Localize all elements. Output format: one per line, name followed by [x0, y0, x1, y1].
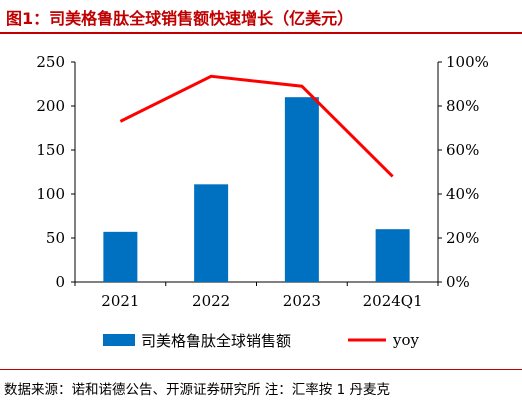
y-right-tick-label: 40%	[446, 185, 479, 203]
bar-sales-2023	[284, 97, 319, 282]
legend-swatch-sales	[103, 334, 135, 346]
x-tick-label: 2023	[283, 292, 321, 310]
source-note: 数据来源：诺和诺德公告、开源证券研究所 注：汇率按 1 丹麦克	[4, 382, 390, 398]
bar-sales-2022	[194, 184, 229, 282]
x-tick-label: 2021	[101, 292, 139, 310]
x-tick-label: 2022	[192, 292, 230, 310]
chart-title: 图1：司美格鲁肽全球销售额快速增长（亿美元）	[6, 9, 354, 28]
y-right-tick-label: 80%	[446, 97, 479, 115]
y-left-tick-label: 250	[36, 53, 65, 71]
legend-label-sales: 司美格鲁肽全球销售额	[141, 332, 291, 350]
combo-chart: 0 50 100 150 200 250 0% 20% 40% 60% 80% 100% 2021 202…	[36, 53, 489, 350]
y-left-tick-label: 200	[36, 97, 65, 115]
y-right-tick-label: 60%	[446, 141, 479, 159]
yoy-line	[119, 74, 394, 178]
footer-divider	[0, 369, 522, 370]
y-right-tick-label: 100%	[446, 53, 489, 71]
y-right-tick-label: 20%	[446, 229, 479, 247]
y-left-tick-label: 0	[55, 273, 65, 291]
title-underline	[0, 32, 522, 34]
bar-sales-2021	[103, 231, 138, 282]
bar-sales-2024Q1	[375, 229, 410, 282]
y-left-tick-label: 100	[36, 185, 65, 203]
legend-label-yoy: yoy	[392, 331, 420, 349]
y-left-tick-label: 150	[36, 141, 65, 159]
title-bar: 图1：司美格鲁肽全球销售额快速增长（亿美元）	[0, 0, 522, 34]
y-right-tick-label: 0%	[446, 273, 470, 291]
x-tick-label: 2024Q1	[363, 292, 423, 310]
y-left-tick-label: 50	[46, 229, 65, 247]
